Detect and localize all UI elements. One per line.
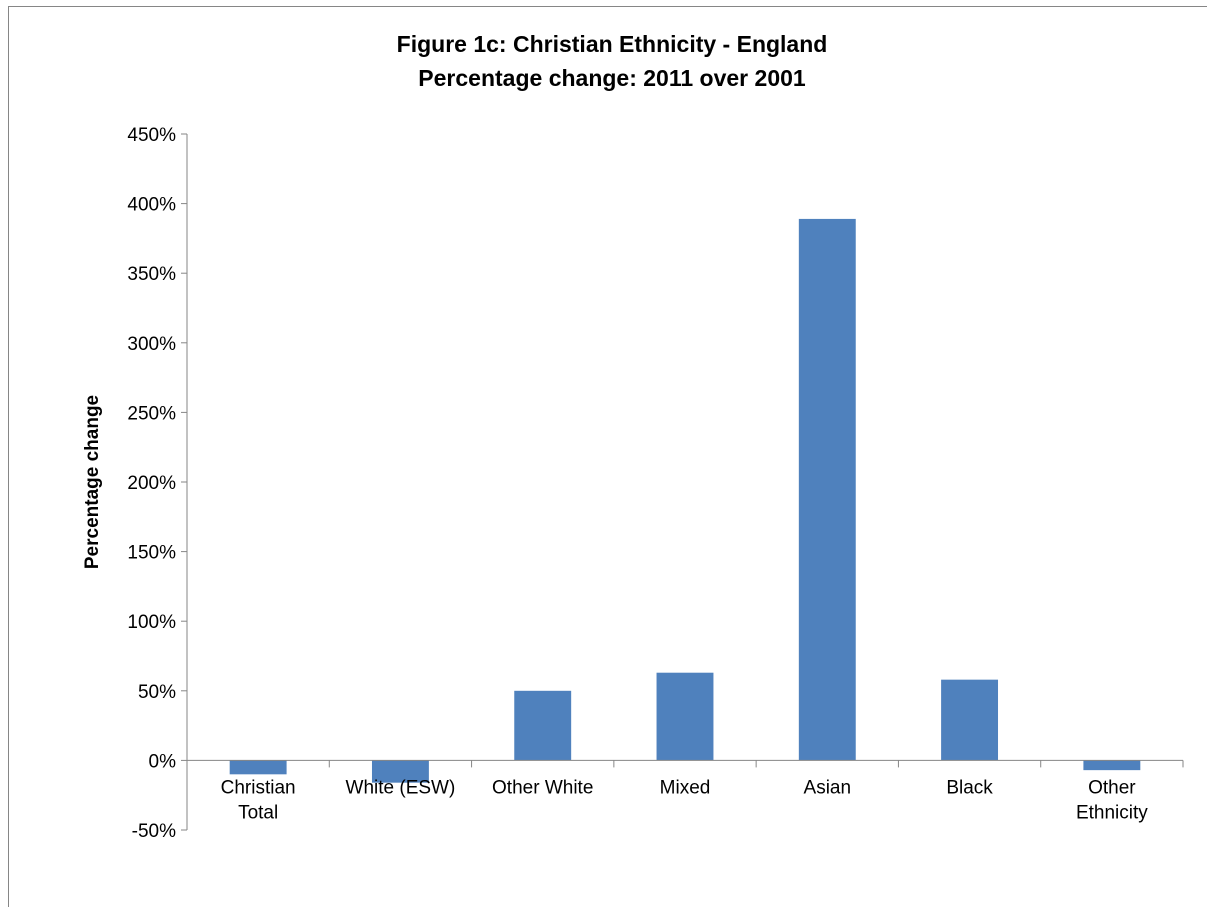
y-tick-label: 300% [127, 334, 176, 355]
chart-title: Figure 1c: Christian Ethnicity - England [397, 31, 828, 57]
bar [514, 691, 571, 761]
y-tick-label: 200% [127, 473, 176, 494]
y-tick-label: 250% [127, 403, 176, 424]
y-tick-label: -50% [132, 821, 176, 842]
bar [230, 760, 287, 774]
y-tick-label: 350% [127, 264, 176, 285]
x-tick-label: Other White [492, 777, 593, 798]
bar [1083, 760, 1140, 770]
y-tick-label: 400% [127, 195, 176, 216]
y-tick-label: 150% [127, 543, 176, 564]
x-tick-label: Other Ethnicity [1076, 777, 1148, 823]
y-tick-label: 100% [127, 612, 176, 633]
x-tick-label: Asian [804, 777, 852, 798]
bars [230, 219, 1141, 783]
x-tick-label: Mixed [660, 777, 711, 798]
bar [657, 673, 714, 761]
y-tick-label: 0% [149, 751, 177, 772]
bar [941, 680, 998, 761]
bar [799, 219, 856, 760]
y-tick-label: 450% [127, 125, 176, 146]
x-tick-label: White (ESW) [346, 777, 456, 798]
y-tick-label: 50% [138, 682, 176, 703]
x-tick-label: Black [946, 777, 993, 798]
chart-subtitle: Percentage change: 2011 over 2001 [418, 65, 806, 91]
x-tick-label: Christian Total [221, 777, 296, 823]
y-axis-title: Percentage change [82, 395, 103, 569]
